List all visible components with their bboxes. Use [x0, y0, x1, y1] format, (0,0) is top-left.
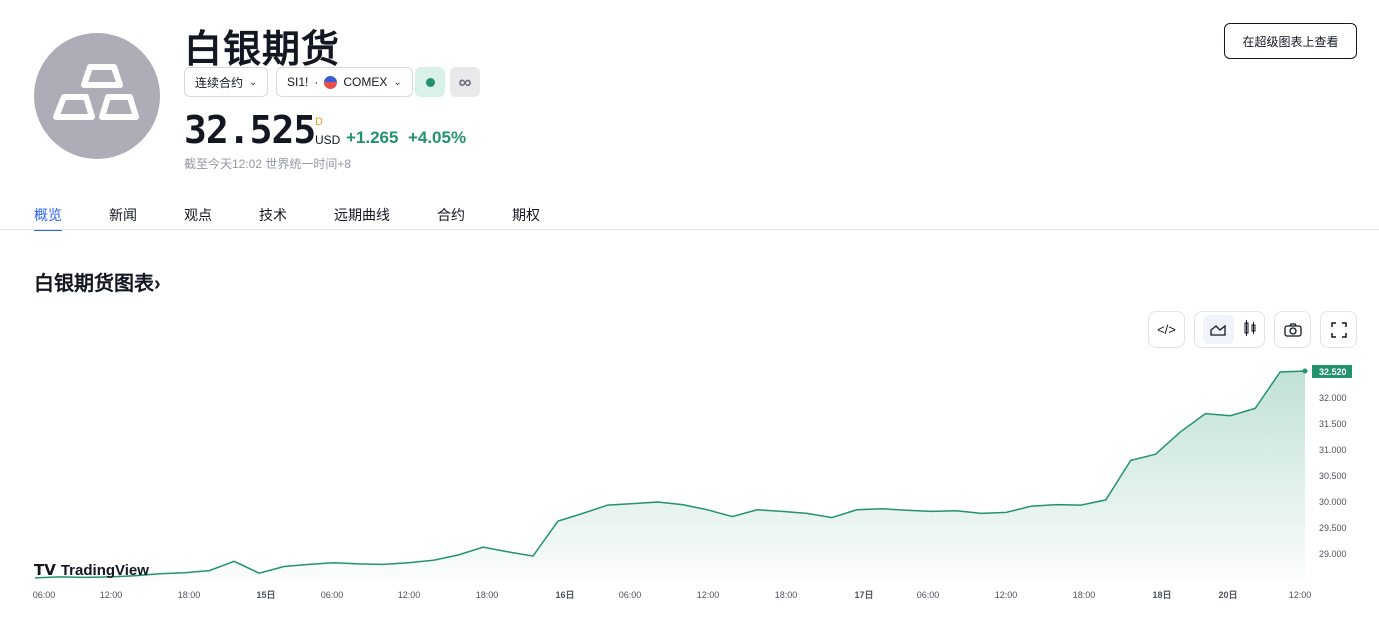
page-title: 白银期货 [184, 29, 341, 71]
x-tick-label: 17日 [854, 590, 873, 600]
chevron-down-icon: ⌄ [393, 76, 402, 88]
change-abs: +1.265 [346, 128, 399, 147]
y-tick-label: 30.500 [1319, 471, 1347, 481]
silver-bars-logo [34, 33, 160, 159]
x-tick-label: 06:00 [321, 590, 344, 600]
tab-technicals[interactable]: 技术 [259, 207, 287, 223]
chart-style-group [1194, 311, 1265, 348]
as-of-time: 截至今天12:02 世界统一时间+8 [184, 157, 352, 171]
embed-code-button[interactable]: </> [1148, 311, 1185, 348]
x-tick-label: 20日 [1218, 590, 1237, 600]
x-tick-label: 16日 [555, 590, 574, 600]
x-tick-label: 12:00 [100, 590, 123, 600]
us-flag-icon [324, 75, 338, 89]
area-fill [35, 371, 1305, 580]
change-pct: +4.05% [407, 128, 467, 147]
y-tick-label: 29.500 [1319, 523, 1347, 533]
fullscreen-icon [1330, 321, 1347, 338]
candles-icon[interactable] [1243, 320, 1257, 339]
y-tick-label: 29.000 [1319, 549, 1347, 559]
x-tick-label: 06:00 [619, 590, 642, 600]
tab-contracts[interactable]: 合约 [437, 207, 465, 223]
chart-title-text: 白银期货图表 [34, 273, 154, 295]
chevron-right-icon: › [154, 273, 161, 295]
x-tick-label: 18:00 [178, 590, 201, 600]
y-tick-label: 30.000 [1319, 497, 1347, 507]
x-tick-label: 12:00 [995, 590, 1018, 600]
tradingview-logo[interactable]: 𝗧𝗩 TradingView [34, 561, 149, 580]
y-tick-label: 31.500 [1319, 419, 1347, 429]
y-tick-label: 32.000 [1319, 393, 1347, 403]
area-chart-icon[interactable] [1202, 315, 1234, 344]
tab-options[interactable]: 期权 [512, 207, 540, 223]
x-tick-label: 06:00 [917, 590, 940, 600]
camera-icon [1283, 322, 1302, 337]
code-icon: </> [1157, 322, 1176, 337]
data-point [1302, 368, 1308, 374]
tab-forward-curve[interactable]: 远期曲线 [334, 207, 390, 223]
divider [0, 229, 1379, 230]
x-tick-label: 18日 [1152, 590, 1171, 600]
currency: USD [315, 133, 341, 147]
market-open-status[interactable] [415, 67, 445, 97]
x-tick-label: 12:00 [1289, 590, 1312, 600]
chart-section-title[interactable]: 白银期货图表› [34, 267, 161, 296]
status-dot-icon [425, 77, 435, 87]
contract-select-label: 连续合约 [195, 75, 244, 90]
x-tick-label: 12:00 [398, 590, 421, 600]
tv-icon: 𝗧𝗩 [34, 562, 56, 579]
tab-news[interactable]: 新闻 [109, 207, 137, 223]
price-line [34, 370, 1306, 579]
interval-flag: D [315, 116, 323, 128]
last-value-label: 32.520 [1319, 367, 1347, 377]
exchange-label: COMEX [343, 75, 388, 89]
tab-overview[interactable]: 概览 [34, 205, 62, 231]
snapshot-button[interactable] [1274, 311, 1311, 348]
last-price: 32.525 [184, 108, 316, 152]
brand-name: TradingView [60, 561, 149, 579]
price-chart[interactable]: 32.000 31.500 31.000 30.500 30.000 29.500 29.0… [0, 355, 1379, 620]
chevron-down-icon: ⌄ [249, 76, 258, 88]
x-tick-label: 18:00 [476, 590, 499, 600]
price-change: +1.265 +4.05% [346, 128, 466, 148]
x-tick-label: 06:00 [33, 590, 56, 600]
symbol-label: SI1! [287, 75, 309, 89]
x-tick-label: 18:00 [775, 590, 798, 600]
x-tick-label: 12:00 [697, 590, 720, 600]
infinity-icon[interactable]: ∞ [450, 67, 480, 97]
last-value-badge [1312, 364, 1352, 378]
tab-ideas[interactable]: 观点 [184, 207, 212, 223]
x-tick-label: 15日 [256, 590, 275, 600]
tab-bar: 概览 新闻 观点 技术 远期曲线 合约 期权 [34, 205, 587, 231]
separator-dot: · [314, 75, 319, 89]
open-supercharts-button[interactable]: 在超级图表上查看 [1224, 23, 1357, 59]
x-tick-label: 18:00 [1073, 590, 1096, 600]
fullscreen-button[interactable] [1320, 311, 1357, 348]
symbol-select[interactable]: SI1! · COMEX ⌄ [276, 67, 413, 97]
contract-select[interactable]: 连续合约 ⌄ [184, 67, 269, 97]
y-tick-label: 31.000 [1319, 445, 1347, 455]
